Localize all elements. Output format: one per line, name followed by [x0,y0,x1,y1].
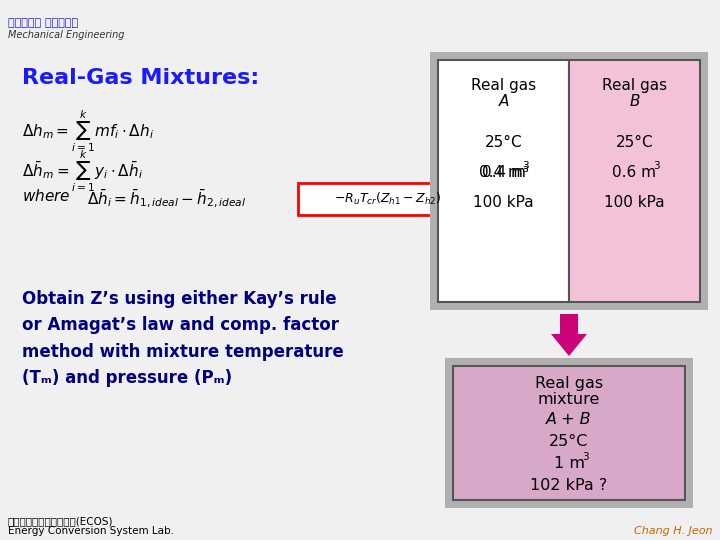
Text: Obtain Z’s using either Kay’s rule
or Amagat’s law and comp. factor
method with : Obtain Z’s using either Kay’s rule or Am… [22,290,343,387]
Text: Real gas: Real gas [535,376,603,391]
Text: $\Delta \bar{h}_i = \bar{h}_{1,ideal} - \bar{h}_{2,ideal}$: $\Delta \bar{h}_i = \bar{h}_{1,ideal} - … [87,188,246,211]
Text: 0.6 m: 0.6 m [613,165,657,180]
Bar [453,366,685,500]
Text: mixture: mixture [538,392,600,407]
FancyBboxPatch shape [298,183,477,215]
Text: 102 kPa ?: 102 kPa ? [531,478,608,493]
Text: B: B [629,94,640,109]
Text: 100 kPa: 100 kPa [473,195,534,210]
Text: $\Delta \bar{h}_{m} = \sum_{i=1}^{k} y_i \cdot \Delta \bar{h}_i$: $\Delta \bar{h}_{m} = \sum_{i=1}^{k} y_i… [22,148,143,193]
Text: Real-Gas Mixtures:: Real-Gas Mixtures: [22,68,259,88]
Text: 100 kPa: 100 kPa [604,195,665,210]
Polygon shape [551,334,587,356]
Text: 1 m: 1 m [554,456,585,471]
Text: A + B: A + B [546,412,592,427]
Text: $where$: $where$ [22,188,71,204]
Text: 부산대학교 기계공학부: 부산대학교 기계공학부 [8,18,78,28]
Text: 25°C: 25°C [485,135,522,150]
Text: $\Delta h_{m} = \sum_{i=1}^{k} mf_i \cdot \Delta h_i$: $\Delta h_{m} = \sum_{i=1}^{k} mf_i \cdo… [22,108,154,153]
Text: Mechanical Engineering: Mechanical Engineering [8,30,125,40]
Text: Energy Conversion System Lab.: Energy Conversion System Lab. [8,526,174,536]
Bar [438,60,569,302]
Bar [569,60,700,302]
Text: 3: 3 [582,452,588,462]
Text: 3: 3 [522,161,528,171]
Text: 에너지변환시스템연구실(ECOS): 에너지변환시스템연구실(ECOS) [8,516,114,526]
Text: 3: 3 [653,161,660,171]
Text: Real gas: Real gas [471,78,536,93]
Text: Chang H. Jeon: Chang H. Jeon [634,526,712,536]
Bar [560,314,578,334]
Text: 25°C: 25°C [549,434,589,449]
Bar [430,52,708,310]
Text: 0.4 m: 0.4 m [482,165,526,180]
Text: Real gas: Real gas [602,78,667,93]
Text: $- R_u T_{cr}(Z_{h1} - Z_{h2})$: $- R_u T_{cr}(Z_{h1} - Z_{h2})$ [334,191,441,207]
Text: 0.4 m³: 0.4 m³ [479,165,528,180]
Text: A: A [498,94,509,109]
Bar [445,358,693,508]
Text: 25°C: 25°C [616,135,653,150]
